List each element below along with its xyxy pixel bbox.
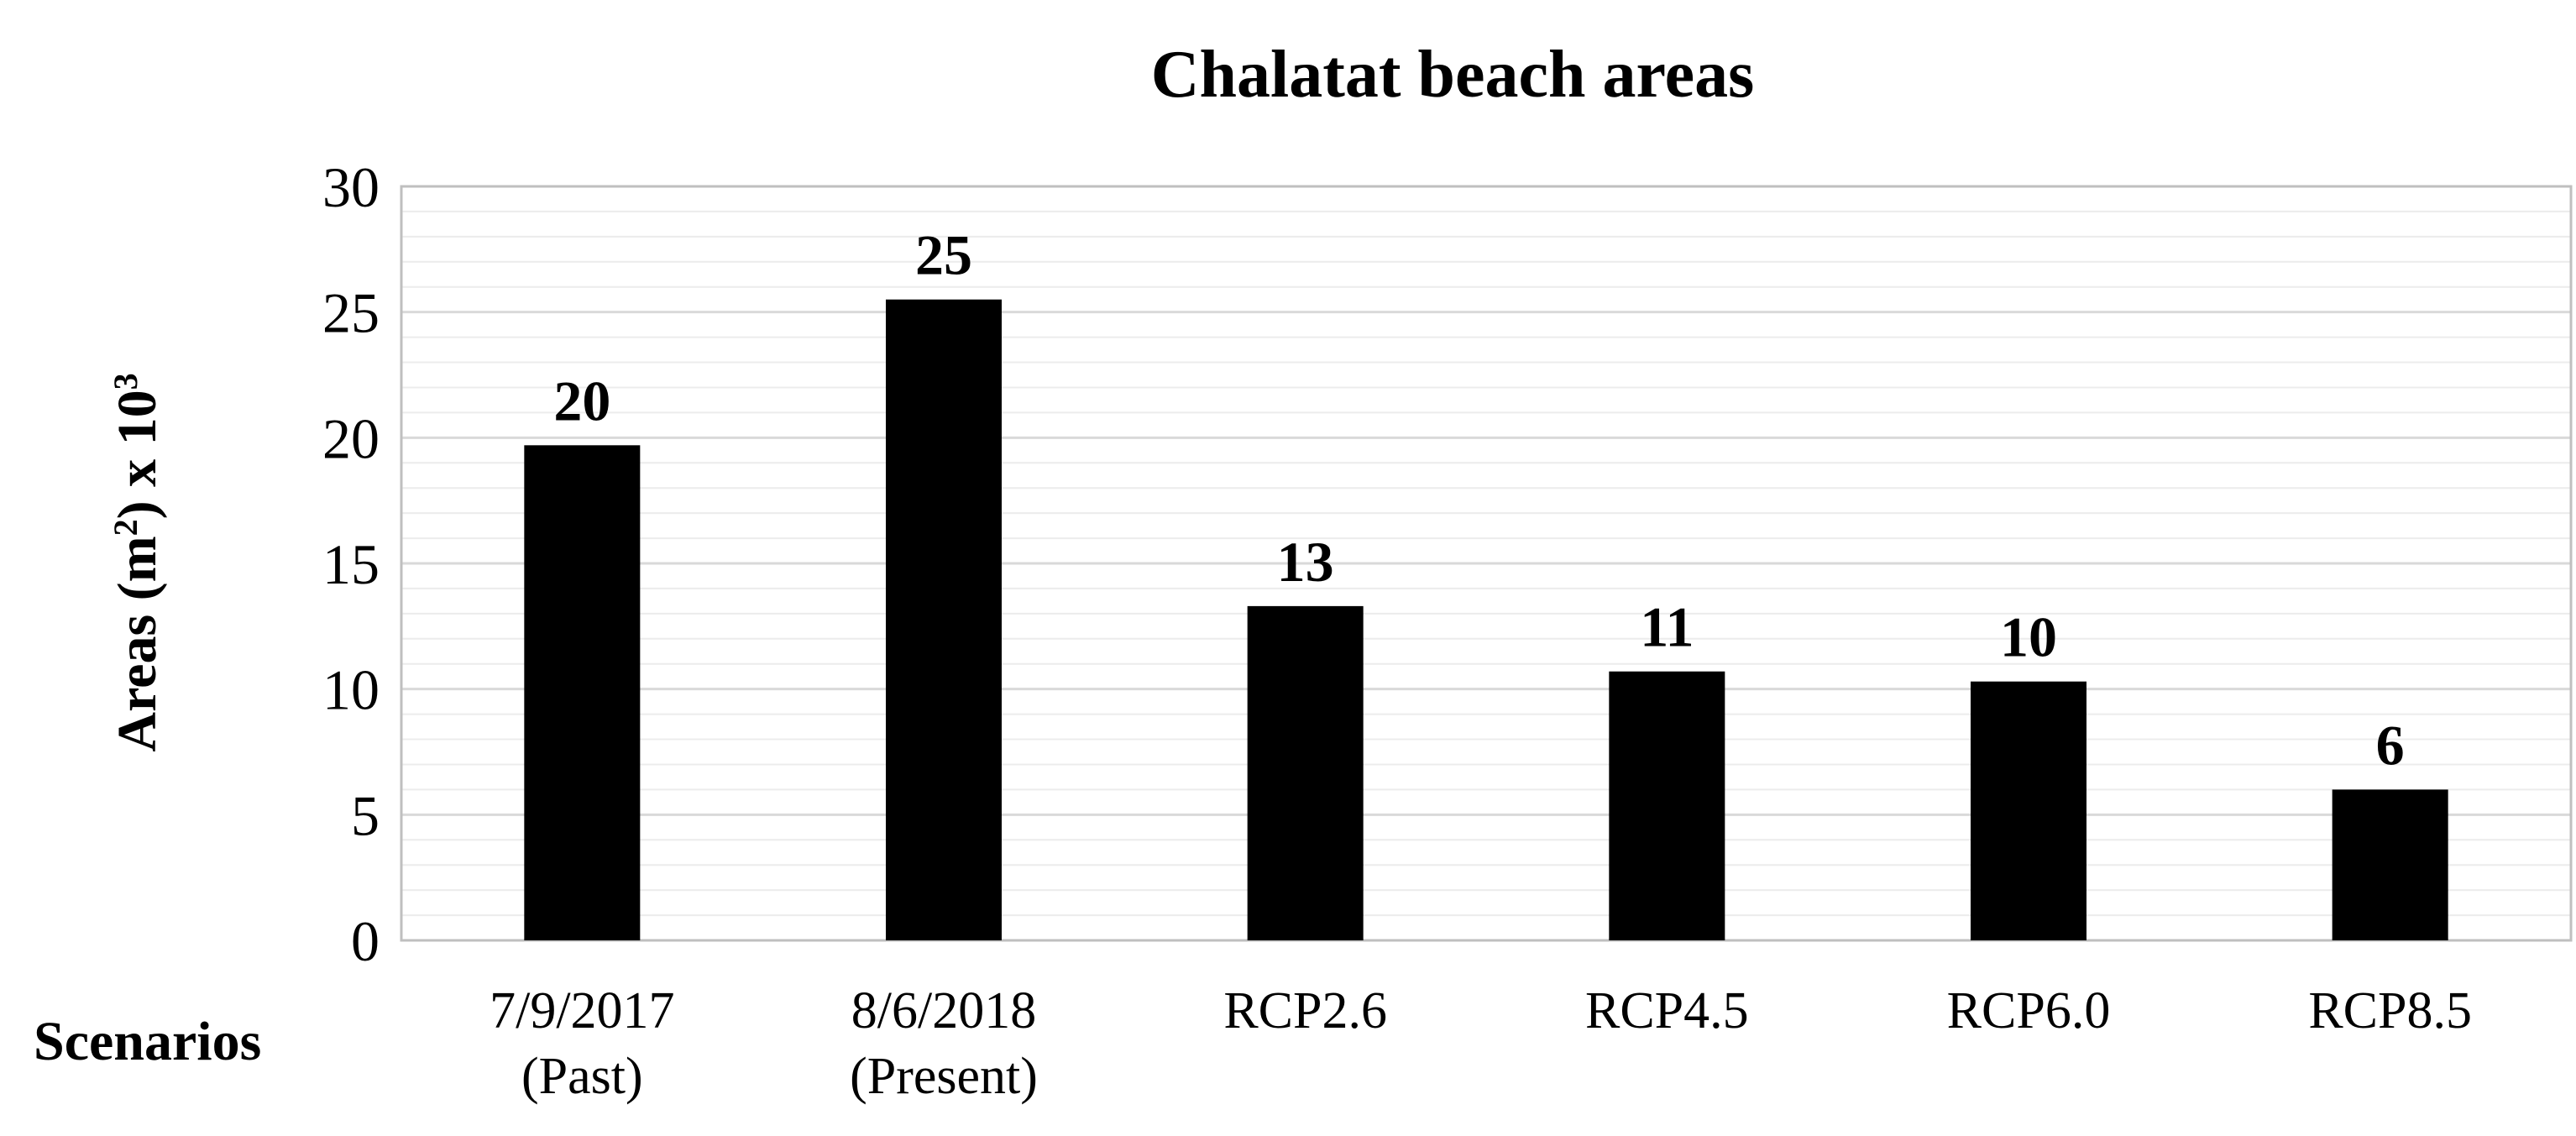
x-tick-label-line: (Past)	[521, 1048, 643, 1105]
x-tick-label-line: RCP4.5	[1585, 982, 1749, 1039]
minor-gridlines	[401, 210, 2571, 917]
y-tick-label: 20	[322, 406, 380, 470]
x-axis-label: Scenarios	[34, 1011, 261, 1072]
plot-frame	[400, 185, 2573, 942]
y-axis-label: Areas (m2) x 103	[107, 373, 169, 751]
y-tick-label: 25	[322, 281, 380, 345]
major-gridlines	[401, 185, 2571, 942]
bar	[524, 445, 641, 940]
y-tick-label: 15	[322, 532, 380, 596]
x-tick-label: RCP2.6	[1223, 982, 1387, 1039]
x-tick-label: RCP8.5	[2308, 982, 2472, 1039]
x-tick-label: 7/9/2017 (Past)	[490, 982, 674, 1105]
y-tick-label: 5	[351, 783, 380, 847]
x-tick-label-line: (Present)	[850, 1048, 1038, 1105]
x-tick-label: RCP4.5	[1585, 982, 1749, 1039]
bar-data-label: 25	[915, 223, 972, 287]
x-tick-label-line: RCP2.6	[1223, 982, 1387, 1039]
bar-data-label: 10	[2000, 605, 2057, 669]
y-tick-label: 30	[322, 155, 380, 219]
bar-data-label: 13	[1277, 530, 1334, 594]
bar-data-label: 20	[553, 369, 610, 432]
x-tick-label-line: RCP8.5	[2308, 982, 2472, 1039]
bar	[886, 299, 1002, 940]
y-axis-label-mid: ) x 10	[107, 390, 168, 519]
bar-data-labels: 20 25 13 11 10 6	[553, 223, 2404, 777]
bar-data-label: 6	[2376, 713, 2405, 777]
x-tick-label-line: 7/9/2017	[490, 982, 674, 1039]
y-axis-label-sup1: 2	[107, 519, 144, 536]
x-tick-label: RCP6.0	[1947, 982, 2111, 1039]
x-tick-label: 8/6/2018 (Present)	[850, 982, 1038, 1105]
bar	[2332, 789, 2448, 940]
bar-data-label: 11	[1640, 595, 1694, 659]
plot-area-border	[400, 185, 2573, 942]
y-tick-label: 10	[322, 658, 380, 722]
bar	[1971, 681, 2086, 940]
chart-title: Chalatat beach areas	[1151, 38, 1754, 112]
y-tick-labels: 0 5 10 15 20 25 30	[322, 155, 380, 973]
x-tick-label-line: RCP6.0	[1947, 982, 2111, 1039]
bar	[1609, 671, 1725, 940]
y-axis-label-base: Areas (m	[107, 536, 168, 751]
bar	[1247, 605, 1364, 940]
y-tick-label: 0	[351, 909, 380, 973]
y-axis-label-sup2: 3	[107, 373, 144, 390]
bars	[524, 299, 2448, 940]
x-tick-labels: 7/9/2017 (Past) 8/6/2018 (Present) RCP2.6 RCP…	[490, 982, 2472, 1105]
x-tick-label-line: 8/6/2018	[851, 982, 1036, 1039]
